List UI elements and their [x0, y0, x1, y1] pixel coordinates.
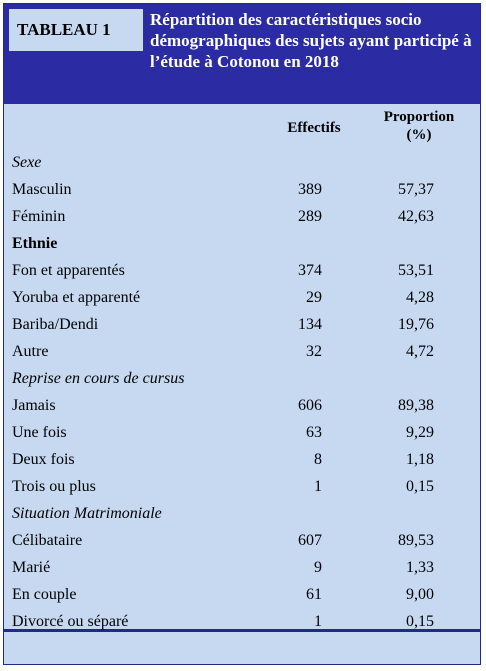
- count-cell: 1: [314, 478, 322, 495]
- proportion-cell: 57,37: [398, 181, 434, 198]
- proportion-cell: 53,51: [398, 262, 434, 279]
- proportion-cell: 1,33: [406, 559, 434, 576]
- count-cell: 606: [298, 397, 322, 414]
- count-cell: 32: [306, 343, 322, 360]
- count-cell: 134: [298, 316, 322, 333]
- row-label: Fon et apparentés: [12, 262, 125, 279]
- proportion-cell: 89,53: [398, 532, 434, 549]
- count-cell: 1: [314, 613, 322, 630]
- row-label: Célibataire: [12, 532, 83, 549]
- row-label: Marié: [12, 559, 51, 576]
- row-label: Trois ou plus: [12, 478, 96, 495]
- row-label: Masculin: [12, 181, 72, 198]
- count-cell: 607: [298, 532, 322, 549]
- column-header: Proportion (%): [383, 109, 455, 143]
- proportion-cell: 9,00: [406, 586, 434, 603]
- count-cell: 389: [298, 181, 322, 198]
- proportion-cell: 1,18: [406, 451, 434, 468]
- proportion-cell: 42,63: [398, 208, 434, 225]
- row-label: En couple: [12, 586, 77, 603]
- proportion-cell: 4,72: [406, 343, 434, 360]
- row-label: Deux fois: [12, 451, 75, 468]
- table-title: Répartition des caractéristiques socio d…: [150, 10, 472, 71]
- count-cell: 63: [306, 424, 322, 441]
- count-cell: 8: [314, 451, 322, 468]
- proportion-cell: 19,76: [398, 316, 434, 333]
- row-label: Divorcé ou séparé: [12, 613, 129, 630]
- proportion-cell: 9,29: [406, 424, 434, 441]
- section-title: Situation Matrimoniale: [12, 505, 162, 522]
- bottom-rule: [4, 629, 480, 632]
- section-title: Reprise en cours de cursus: [12, 370, 185, 387]
- row-label: Yoruba et apparenté: [12, 289, 141, 306]
- proportion-cell: 4,28: [406, 289, 434, 306]
- count-cell: 61: [306, 586, 322, 603]
- count-cell: 9: [314, 559, 322, 576]
- table-label: TABLEAU 1: [9, 9, 143, 51]
- section-title: Sexe: [12, 154, 42, 171]
- table: TABLEAU 1 Répartition des caractéristiqu…: [3, 3, 481, 665]
- proportion-cell: 89,38: [398, 397, 434, 414]
- row-label: Autre: [12, 343, 49, 360]
- row-label: Féminin: [12, 208, 66, 225]
- row-label: Une fois: [12, 424, 67, 441]
- section-title: Ethnie: [12, 235, 58, 252]
- count-cell: 29: [306, 289, 322, 306]
- proportion-cell: 0,15: [406, 613, 434, 630]
- row-label: Jamais: [12, 397, 56, 414]
- proportion-cell: 0,15: [406, 478, 434, 495]
- count-cell: 374: [298, 262, 322, 279]
- column-header: Effectifs: [287, 120, 341, 136]
- count-cell: 289: [298, 208, 322, 225]
- table-header: TABLEAU 1 Répartition des caractéristiqu…: [4, 4, 480, 104]
- row-label: Bariba/Dendi: [12, 316, 99, 333]
